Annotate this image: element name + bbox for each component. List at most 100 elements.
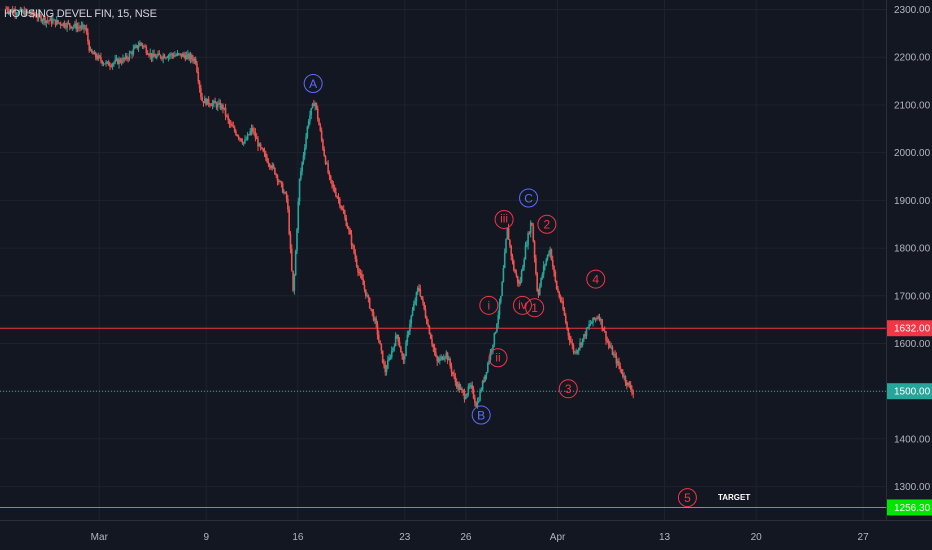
wave-label-5: 5 xyxy=(684,491,691,505)
candle-body xyxy=(159,55,162,58)
y-tick-label: 2000.00 xyxy=(894,148,931,159)
candle-body xyxy=(332,184,335,188)
wave-label-circle xyxy=(558,379,578,399)
candle-body xyxy=(426,317,428,324)
candle-body xyxy=(455,382,458,388)
candle-body xyxy=(242,142,245,144)
target-tag xyxy=(887,499,932,516)
candle-body xyxy=(337,197,340,200)
candle-body xyxy=(223,107,226,109)
candle-body xyxy=(165,57,167,59)
candle-body xyxy=(375,318,377,324)
candle-body xyxy=(297,201,300,230)
candle-body xyxy=(432,344,435,348)
annotations: TARGET xyxy=(718,493,750,502)
candle-body xyxy=(483,380,485,382)
candle-body xyxy=(537,290,540,295)
candle-body xyxy=(405,342,407,357)
candle-body xyxy=(525,245,528,246)
wave-label-B: B xyxy=(477,408,485,422)
candle-body xyxy=(271,164,274,169)
candle-body xyxy=(601,319,603,329)
wave-label-circle xyxy=(525,298,545,318)
candle-body xyxy=(22,10,24,13)
candle-body xyxy=(88,41,91,51)
candle-body xyxy=(244,139,246,143)
y-tick-label: 1300.00 xyxy=(894,482,931,493)
candle-body xyxy=(544,264,546,266)
candle-body xyxy=(171,53,174,56)
candle-body xyxy=(33,14,36,16)
candle-body xyxy=(97,55,100,60)
candle-body xyxy=(148,54,150,56)
candle-body xyxy=(596,318,598,320)
candle-body xyxy=(115,58,118,60)
candle-body xyxy=(609,344,611,348)
y-tick-label: 2100.00 xyxy=(894,100,931,111)
candle-body xyxy=(487,363,489,373)
price-axis-background xyxy=(886,0,932,550)
candle-body xyxy=(411,310,414,316)
candle-body xyxy=(396,334,398,337)
candle-body xyxy=(362,278,364,285)
candle-body xyxy=(464,396,467,400)
candle-body xyxy=(175,55,178,56)
candle-body xyxy=(428,325,431,335)
candle-body xyxy=(474,398,476,403)
candle-body xyxy=(85,28,88,33)
candle-body xyxy=(96,57,98,60)
candle-body xyxy=(37,13,40,18)
candle-body xyxy=(272,164,275,168)
candle-body xyxy=(370,308,372,310)
candle-body xyxy=(616,361,619,364)
candle-body xyxy=(129,52,132,54)
candle-body xyxy=(466,393,468,397)
wave-label-circle xyxy=(537,214,557,234)
candle-body xyxy=(599,319,602,321)
candle-body xyxy=(209,104,211,106)
candle-body xyxy=(87,32,89,42)
candle-body xyxy=(220,104,223,109)
candle-body xyxy=(76,26,79,30)
candle-body xyxy=(45,20,48,23)
time-axis[interactable]: Mar 9 16 23 26 Apr 13 20 27 xyxy=(0,520,932,544)
candle-body xyxy=(479,391,481,401)
candle-body xyxy=(289,234,292,249)
candle-body xyxy=(207,98,210,105)
candle-body xyxy=(570,340,572,343)
candle-body xyxy=(214,100,216,104)
candle-body xyxy=(40,15,42,22)
candle-body xyxy=(503,252,506,269)
wave-label-circle xyxy=(488,348,508,368)
price-axis[interactable]: 2300.00 2200.00 2100.00 2000.00 1900.00 1800.… xyxy=(886,0,932,550)
candle-body xyxy=(366,295,368,297)
candle-body xyxy=(571,342,574,346)
candle-body xyxy=(107,61,110,66)
chart-title: HOUSING DEVEL FIN, 15, NSE xyxy=(4,8,157,20)
candle-body xyxy=(419,289,422,296)
candle-body xyxy=(441,356,444,360)
candle-body xyxy=(46,20,49,22)
candle-body xyxy=(70,25,72,29)
candle-body xyxy=(161,57,163,59)
wave-label-circle xyxy=(303,73,323,93)
candle-body xyxy=(554,271,557,281)
candle-body xyxy=(5,8,7,10)
candle-body xyxy=(606,340,609,342)
candle-body xyxy=(188,53,190,60)
candle-body xyxy=(202,101,205,104)
candle-body xyxy=(174,55,176,57)
candle-body xyxy=(532,225,535,242)
candle-body xyxy=(145,47,148,54)
candle-body xyxy=(283,192,285,194)
candle-body xyxy=(320,130,323,140)
candle-body xyxy=(583,334,585,339)
candle-body xyxy=(359,273,362,275)
candle-body xyxy=(290,248,293,271)
candle-body xyxy=(367,295,370,299)
candle-body xyxy=(341,208,344,210)
candle-body xyxy=(577,348,580,351)
candle-body xyxy=(218,102,220,104)
